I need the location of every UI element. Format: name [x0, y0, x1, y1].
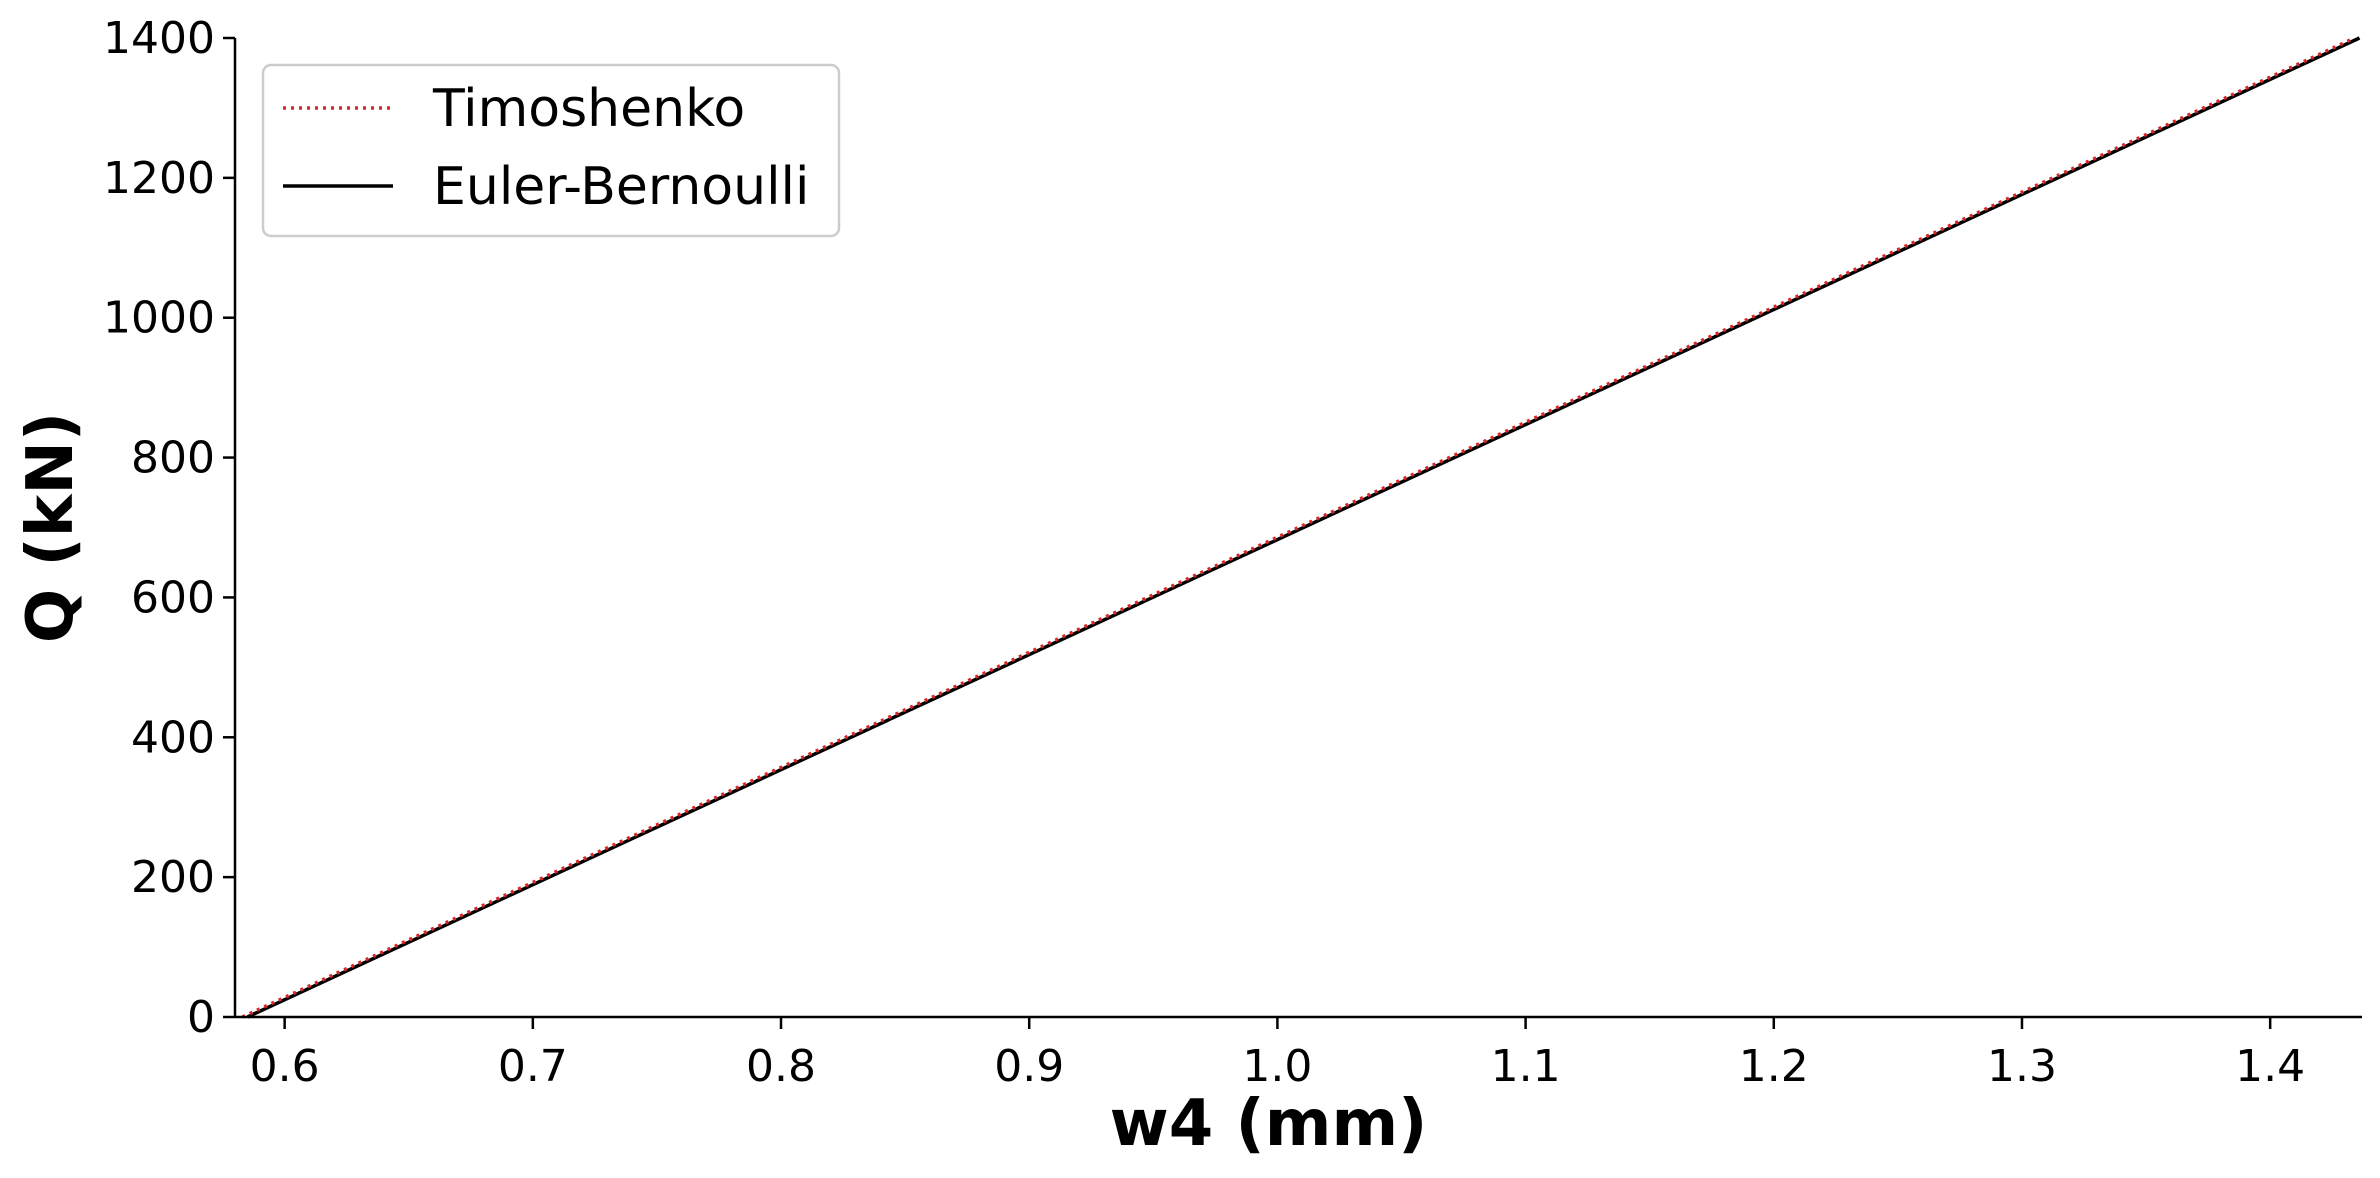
x-tick-label: 1.4	[2235, 1041, 2305, 1092]
legend: Timoshenko Euler-Bernoulli	[261, 63, 841, 238]
y-tick-label: 1000	[103, 293, 215, 344]
x-tick-label: 1.2	[1739, 1041, 1809, 1092]
y-axis-title: Q (kN)	[14, 412, 88, 643]
series-layer	[241, 36, 2361, 1019]
y-tick-label: 800	[131, 433, 215, 484]
y-tick-label: 400	[131, 712, 215, 763]
y-tick-label: 200	[131, 852, 215, 903]
x-ticks: 0.6 0.7 0.8 0.9 1.0 1.1 1.2 1.3 1.4	[250, 1017, 2305, 1092]
legend-label: Euler-Bernoulli	[433, 157, 809, 217]
y-ticks: 0 200 400 600 800 1000 1200 1400	[103, 13, 235, 1043]
series-line-euler-bernoulli	[246, 36, 2361, 1019]
y-tick-label: 1400	[103, 13, 215, 64]
x-tick-label: 1.3	[1987, 1041, 2057, 1092]
x-tick-label: 1.1	[1491, 1041, 1561, 1092]
legend-label: Timoshenko	[432, 79, 745, 139]
x-tick-label: 0.9	[994, 1041, 1064, 1092]
x-tick-label: 0.6	[250, 1041, 320, 1092]
y-tick-label: 600	[131, 572, 215, 623]
x-tick-label: 0.8	[746, 1041, 816, 1092]
legend-frame	[261, 63, 841, 238]
x-tick-label: 0.7	[498, 1041, 568, 1092]
y-tick-label: 1200	[103, 153, 215, 204]
x-tick-label: 1.0	[1242, 1041, 1312, 1092]
y-tick-label: 0	[187, 992, 215, 1043]
x-axis-title: w4 (mm)	[1110, 1087, 1428, 1161]
